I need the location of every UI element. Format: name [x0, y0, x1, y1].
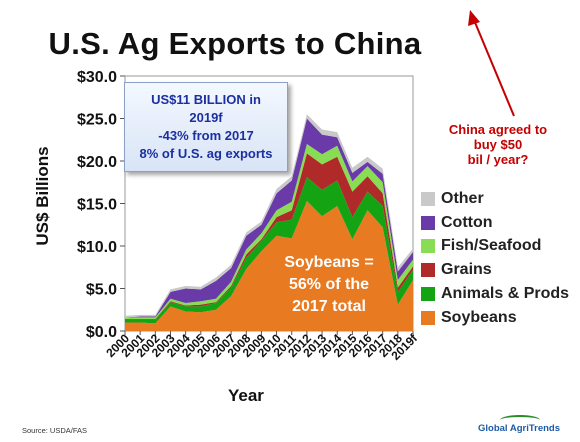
- legend-label: Soybeans: [441, 308, 517, 326]
- legend-swatch: [421, 239, 435, 254]
- callout-line: -43% from 2017: [158, 128, 254, 143]
- legend-item-other: Other: [421, 187, 569, 211]
- china-target-annotation: China agreed to buy $50 bil / year?: [427, 122, 569, 167]
- y-tick-label: $20.0: [77, 154, 117, 171]
- callout-line: US$11 BILLION in: [151, 92, 261, 107]
- legend-swatch: [421, 287, 435, 302]
- legend-swatch: [421, 191, 435, 206]
- legend-label: Fish/Seafood: [441, 237, 542, 255]
- arrow-head: [468, 10, 480, 26]
- china-annotation-line: bil / year?: [467, 152, 529, 167]
- legend-label: Other: [441, 189, 484, 207]
- chart-title: U.S. Ag Exports to China: [48, 26, 422, 61]
- y-axis-label: US$ Billions: [33, 146, 52, 246]
- area-series-soybeans: [125, 200, 413, 331]
- legend-label: Animals & Prods: [441, 285, 570, 303]
- soybeans-annotation-line: 2017 total: [292, 298, 366, 315]
- soybeans-annotation: Soybeans = 56% of the 2017 total: [282, 252, 376, 318]
- x-axis-label: Year: [228, 386, 264, 405]
- y-tick-label: $0.0: [86, 324, 117, 341]
- y-tick-label: $5.0: [86, 282, 117, 299]
- legend-swatch: [421, 310, 435, 325]
- legend-label: Cotton: [441, 213, 493, 231]
- legend-item-animals-prods: Animals & Prods: [421, 282, 569, 306]
- brand-logo: Global AgriTrends: [478, 423, 560, 434]
- y-tick-label: $30.0: [77, 69, 117, 86]
- callout-line: 2019f: [189, 110, 223, 125]
- y-tick-label: $10.0: [77, 239, 117, 256]
- brand-logo-swoosh: [500, 415, 540, 425]
- soybeans-annotation-line: Soybeans =: [284, 254, 374, 271]
- arrow-shaft: [473, 19, 515, 117]
- soybeans-annotation-line: 56% of the: [288, 276, 369, 293]
- source-note: Source: USDA/FAS: [22, 426, 88, 435]
- legend-swatch: [421, 215, 435, 230]
- legend-item-soybeans: Soybeans: [421, 306, 569, 330]
- area-series-animals: [125, 177, 413, 324]
- china-annotation-line: buy $50: [473, 137, 523, 152]
- legend-item-cotton: Cotton: [421, 211, 569, 235]
- legend-label: Grains: [441, 261, 492, 279]
- legend-item-fish-seafood: Fish/Seafood: [421, 235, 569, 259]
- y-tick-label: $25.0: [77, 112, 117, 129]
- legend-swatch: [421, 263, 435, 278]
- summary-callout-box: US$11 BILLION in 2019f -43% from 2017 8%…: [124, 82, 288, 172]
- callout-line: 8% of U.S. ag exports: [139, 146, 273, 161]
- chart-legend: Other Cotton Fish/Seafood Grains Animals…: [421, 187, 569, 330]
- china-annotation-line: China agreed to: [448, 122, 548, 137]
- y-tick-label: $15.0: [77, 197, 117, 214]
- area-series-cotton: [125, 118, 413, 318]
- legend-item-grains: Grains: [421, 258, 569, 282]
